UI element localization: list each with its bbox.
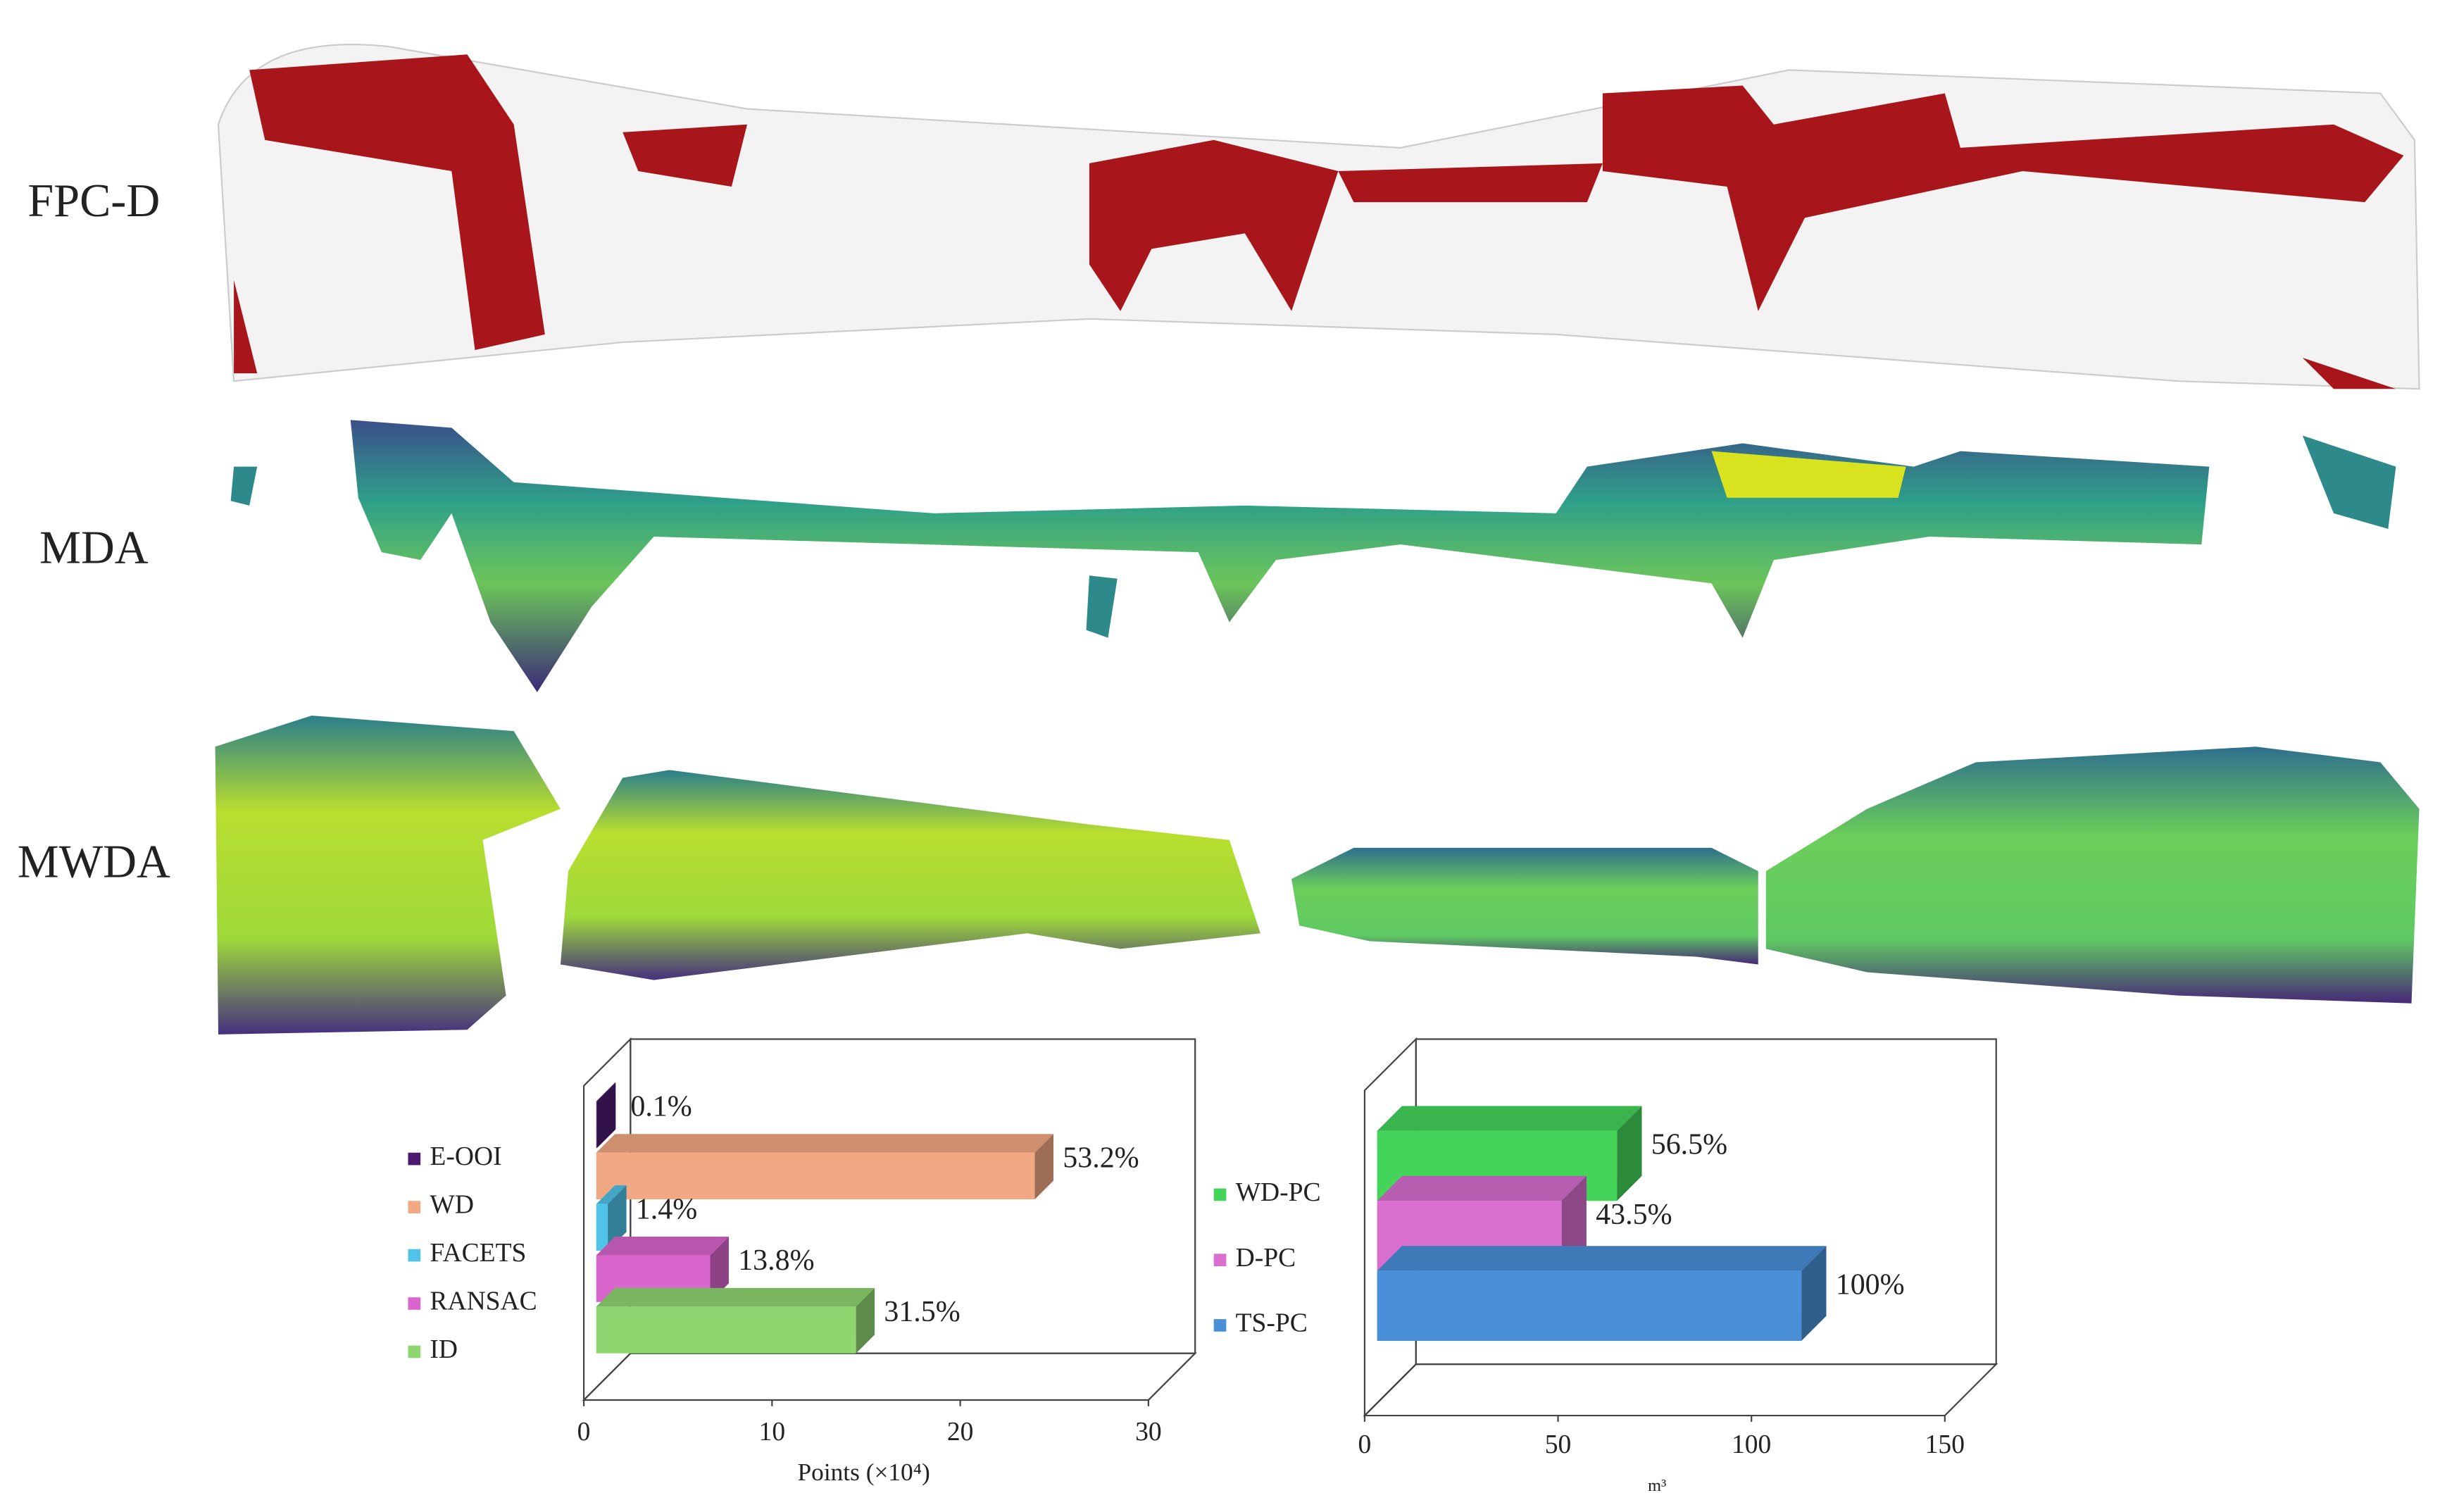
percent-label: 13.8% (738, 1244, 814, 1277)
percent-label: 0.1% (630, 1091, 692, 1123)
legend-label: TS-PC (1236, 1309, 1308, 1338)
x-tick-label: 0 (577, 1418, 591, 1447)
legend-swatch (1213, 1319, 1227, 1332)
x-tick-label: 150 (1925, 1430, 1965, 1459)
bar-top (1377, 1246, 1827, 1271)
fpcd-render (217, 44, 2420, 390)
legend-label: WD-PC (1236, 1178, 1321, 1207)
percent-label: 1.4% (636, 1193, 697, 1225)
percent-label: 56.5% (1651, 1129, 1727, 1161)
mwda-render (215, 716, 2420, 1035)
bar (596, 1204, 608, 1251)
floor (1363, 1363, 1998, 1417)
legend-label: E-OOI (430, 1142, 501, 1171)
x-axis-label: Points (×10⁴) (798, 1458, 930, 1486)
bar (596, 1306, 856, 1354)
x-axis-label: m³ (1648, 1476, 1666, 1495)
x-tick-label: 10 (759, 1418, 786, 1447)
legend-label: ID (430, 1335, 458, 1364)
legend-label: WD (430, 1191, 474, 1220)
legend-swatch (408, 1345, 421, 1358)
legend-swatch (408, 1152, 421, 1166)
x-tick-label: 100 (1732, 1430, 1771, 1459)
bar-side (1034, 1134, 1053, 1200)
bar-side (1617, 1106, 1642, 1201)
bar (1377, 1270, 1802, 1342)
bar-side (856, 1287, 875, 1354)
bar-top (596, 1185, 627, 1204)
panel-label: MWDA (18, 837, 170, 888)
mda-render (230, 420, 2396, 692)
legend-swatch (408, 1201, 421, 1213)
percent-label: 43.5% (1596, 1199, 1672, 1231)
panel-label: MDA (39, 522, 149, 573)
bar (596, 1152, 1035, 1200)
bar-top (596, 1237, 729, 1256)
bar-top (596, 1082, 616, 1101)
legend-label: FACETS (430, 1239, 526, 1268)
percent-label: 100% (1836, 1268, 1905, 1301)
percent-label: 53.2% (1063, 1142, 1139, 1174)
bar-top (596, 1134, 1053, 1153)
bar (596, 1101, 597, 1149)
legend-swatch (1213, 1188, 1227, 1201)
x-tick-label: 50 (1545, 1430, 1572, 1459)
bar-top (1377, 1175, 1587, 1201)
bar-side (596, 1082, 616, 1149)
legend-swatch (408, 1297, 421, 1310)
bar-top (1377, 1106, 1642, 1131)
percent-label: 31.5% (884, 1296, 960, 1328)
legend-swatch (408, 1249, 421, 1262)
legend-label: D-PC (1236, 1244, 1296, 1273)
x-tick-label: 0 (1358, 1430, 1372, 1459)
x-tick-label: 20 (947, 1418, 974, 1447)
side-wall (1363, 1037, 1417, 1418)
legend-swatch (1213, 1254, 1227, 1267)
floor (582, 1352, 1197, 1401)
bar-side (1801, 1246, 1827, 1342)
bar-side (608, 1185, 627, 1251)
bar-side (710, 1237, 729, 1302)
panel-label: FPC-D (27, 175, 160, 227)
legend-label: RANSAC (430, 1287, 537, 1316)
x-tick-label: 30 (1135, 1418, 1162, 1447)
bar-top (596, 1287, 875, 1307)
